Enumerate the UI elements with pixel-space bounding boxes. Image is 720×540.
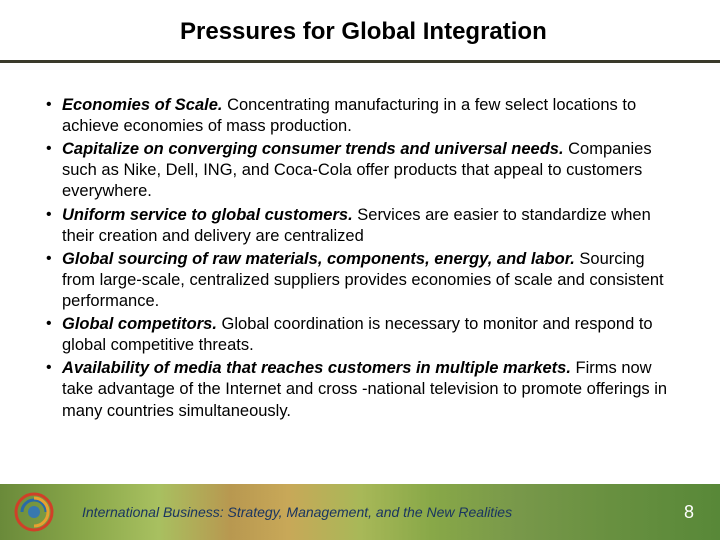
list-item: Uniform service to global customers. Ser… [44,205,676,247]
footer-text: International Business: Strategy, Manage… [82,504,684,520]
bullet-lead: Economies of Scale. [62,96,222,114]
content-area: Economies of Scale. Concentrating manufa… [0,63,720,422]
slide: Pressures for Global Integration Economi… [0,0,720,540]
page-number: 8 [684,502,694,523]
list-item: Economies of Scale. Concentrating manufa… [44,95,676,137]
bullet-lead: Global sourcing of raw materials, compon… [62,250,575,268]
title-area: Pressures for Global Integration [0,0,720,54]
bullet-lead: Uniform service to global customers. [62,206,353,224]
bullet-lead: Capitalize on converging consumer trends… [62,140,564,158]
list-item: Global sourcing of raw materials, compon… [44,249,676,312]
bullet-lead: Availability of media that reaches custo… [62,359,571,377]
bullet-lead: Global competitors. [62,315,217,333]
list-item: Capitalize on converging consumer trends… [44,139,676,202]
globe-swirl-icon [14,492,54,532]
list-item: Availability of media that reaches custo… [44,358,676,421]
list-item: Global competitors. Global coordination … [44,314,676,356]
footer-band: International Business: Strategy, Manage… [0,484,720,540]
slide-title: Pressures for Global Integration [180,18,680,46]
bullet-list: Economies of Scale. Concentrating manufa… [44,95,676,422]
